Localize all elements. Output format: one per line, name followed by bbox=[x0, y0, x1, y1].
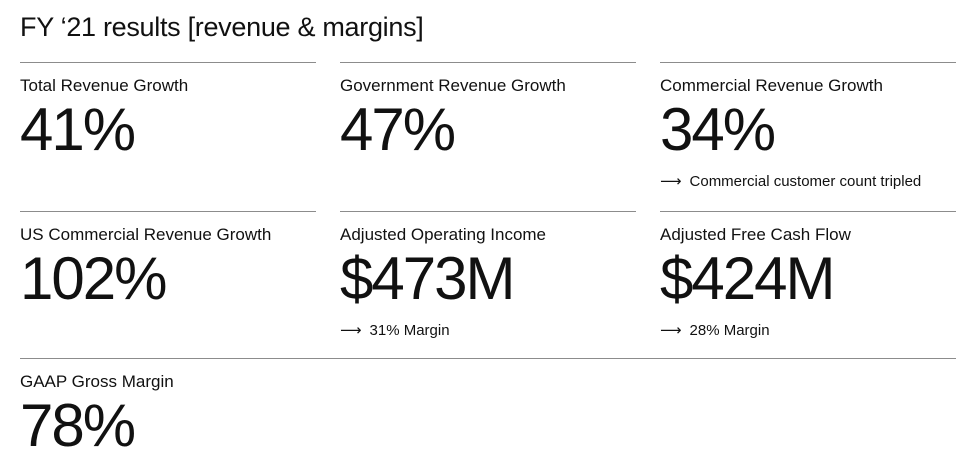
metric-label: GAAP Gross Margin bbox=[20, 372, 174, 391]
divider bbox=[660, 211, 956, 212]
metric-note: ⟶ 28% Margin bbox=[660, 321, 956, 340]
metric-value: $473M bbox=[340, 245, 515, 312]
metric-value: 41% bbox=[20, 96, 136, 163]
metric-us-commercial-revenue-growth: US Commercial Revenue Growth 102% bbox=[20, 211, 316, 311]
metric-value: 78% bbox=[20, 392, 136, 459]
metric-note-text: 28% Margin bbox=[689, 321, 770, 339]
metric-note: ⟶ 31% Margin bbox=[340, 321, 636, 340]
metric-label: Government Revenue Growth bbox=[340, 76, 566, 95]
metric-label: Total Revenue Growth bbox=[20, 76, 189, 95]
metric-label: US Commercial Revenue Growth bbox=[20, 225, 272, 244]
metric-value: 47% bbox=[340, 96, 456, 163]
divider bbox=[20, 358, 956, 359]
arrow-right-icon: ⟶ bbox=[340, 322, 362, 339]
arrow-right-icon: ⟶ bbox=[660, 322, 682, 339]
metric-adjusted-operating-income: Adjusted Operating Income $473M ⟶ 31% Ma… bbox=[340, 211, 636, 339]
metric-note-text: Commercial customer count tripled bbox=[689, 172, 922, 190]
divider bbox=[340, 62, 636, 63]
metric-government-revenue-growth: Government Revenue Growth 47% bbox=[340, 62, 636, 162]
divider bbox=[340, 211, 636, 212]
metric-note-text: 31% Margin bbox=[369, 321, 450, 339]
metric-note: ⟶ Commercial customer count tripled bbox=[660, 172, 956, 191]
metric-adjusted-free-cash-flow: Adjusted Free Cash Flow $424M ⟶ 28% Marg… bbox=[660, 211, 956, 339]
divider bbox=[20, 62, 316, 63]
metric-value: 34% bbox=[660, 96, 776, 163]
metric-total-revenue-growth: Total Revenue Growth 41% bbox=[20, 62, 316, 162]
page-title: FY ‘21 results [revenue & margins] bbox=[20, 12, 424, 42]
metric-value: 102% bbox=[20, 245, 167, 312]
metric-label: Commercial Revenue Growth bbox=[660, 76, 883, 95]
metric-gaap-gross-margin: GAAP Gross Margin 78% bbox=[20, 358, 956, 458]
divider bbox=[20, 211, 316, 212]
metric-commercial-revenue-growth: Commercial Revenue Growth 34% ⟶ Commerci… bbox=[660, 62, 956, 190]
divider bbox=[660, 62, 956, 63]
arrow-right-icon: ⟶ bbox=[660, 173, 682, 190]
metric-value: $424M bbox=[660, 245, 835, 312]
metric-label: Adjusted Free Cash Flow bbox=[660, 225, 851, 244]
metric-label: Adjusted Operating Income bbox=[340, 225, 547, 244]
